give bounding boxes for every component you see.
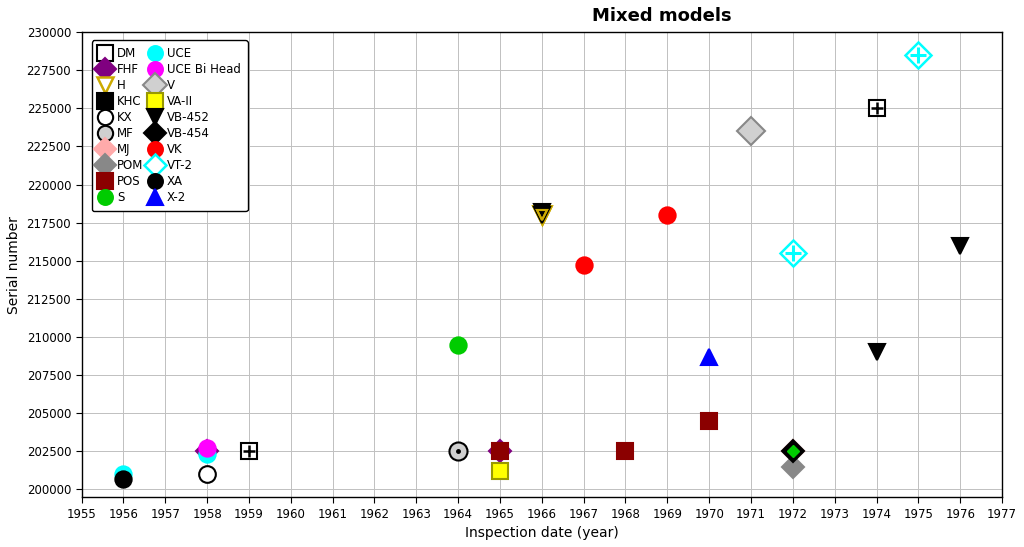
Legend: DM, FHF, H, KHC, KX, MF, MJ, POM, POS, S, UCE, UCE Bi Head, V, VA-II, VB-452, VB: DM, FHF, H, KHC, KX, MF, MJ, POM, POS, S… bbox=[92, 40, 248, 211]
Title: Mixed models: Mixed models bbox=[592, 7, 731, 25]
X-axis label: Inspection date (year): Inspection date (year) bbox=[465, 526, 618, 540]
Y-axis label: Serial number: Serial number bbox=[7, 216, 20, 313]
